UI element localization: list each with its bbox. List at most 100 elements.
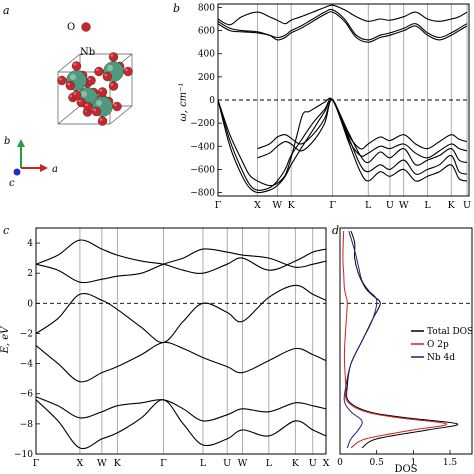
kpoint-label: Γ [329,200,336,211]
y-tick-label: −8 [20,420,34,430]
dispersion-curve [218,11,468,43]
kpoint-label: U [463,200,471,211]
y-tick-label: −200 [190,119,215,129]
y-tick-label: 2 [27,269,33,279]
dispersion-curve [36,399,326,450]
y-tick-label: −400 [190,142,215,152]
oxygen-atom [91,106,102,117]
x-tick-label: 1.5 [443,458,458,468]
kpoint-label: L [365,200,372,211]
panel-a-label: a [3,4,10,17]
oxygen-atom [123,66,133,77]
crystal-model [57,22,133,126]
atom-highlight [96,100,102,106]
kpoint-label: U [309,458,317,469]
kpoint-label: L [200,458,207,469]
oxygen-atom [102,71,113,82]
legend-label: Total DOS [427,327,473,337]
y-tick-label: 400 [198,50,215,60]
atom-highlight [81,91,87,97]
kpoint-label: Γ [160,458,167,469]
dispersion-curve [36,248,326,284]
phonon-y-axis-label: ω, cm⁻¹ [178,83,189,122]
niobium-label: Nb [80,47,95,58]
kpoint-label: W [97,458,107,469]
oxygen-atom [57,75,67,86]
y-tick-label: −800 [190,189,215,199]
axes-triad: b a c [4,136,58,189]
y-tick-label: 0 [27,299,33,309]
oxygen-atom [97,116,108,126]
y-tick-label: 200 [198,73,215,83]
kpoint-label: W [272,200,282,211]
oxygen-atom [71,90,82,100]
atom-highlight [104,73,108,77]
kpoint-label: X [254,200,261,211]
panel-b-label: b [173,2,180,15]
oxygen-atom [94,66,104,77]
phonon-panel: b ω, cm⁻¹ Γ X W K Γ L U W L K U8006004002000−200−4… [173,2,471,211]
dispersion-curve [218,97,468,187]
x-tick-label: 0 [337,458,343,468]
dispersion-curve [257,99,468,159]
x-tick-label: 1 [410,458,416,468]
kpoint-label: U [223,458,231,469]
y-tick-label: −10 [14,450,33,460]
series-group [36,239,326,450]
dispersion-curve [218,98,468,194]
y-tick-label: 4 [27,239,33,249]
y-tick-label: −6 [20,390,34,400]
unit-cell-edge [57,105,81,125]
kpoint-label: X [323,458,330,469]
oxygen-atom [97,87,108,97]
atom-highlight [78,99,82,103]
axis-a-arrowhead [40,164,48,172]
plot-frame [35,227,327,455]
y-tick-label: 600 [198,27,215,37]
dispersion-curve [36,396,326,422]
dispersion-curve [257,99,468,150]
legend-label: Nb 4d [427,353,455,363]
kpoint-label: Γ [215,200,222,211]
atom-highlight [96,68,99,72]
y-tick-label: −2 [20,329,33,339]
kpoint-label: W [399,200,409,211]
oxygen-atom [86,75,96,86]
axis-a-label: a [52,164,58,175]
oxygen-atom [108,81,119,91]
kpoint-label: K [114,458,122,469]
dos-curve [343,230,378,449]
x-tick-label: 0.5 [370,458,385,468]
oxygen-atom [112,101,122,112]
series-group [218,4,468,194]
y-tick-label: −600 [190,165,215,175]
oxygen-atom [81,22,91,32]
kpoint-label: K [288,200,296,211]
dos-curve [342,230,447,449]
dispersion-curve [218,8,468,41]
dispersion-curve [218,98,468,191]
unit-cell-edge [57,53,81,73]
kpoint-label: L [424,200,431,211]
atom-highlight [59,77,62,81]
axis-c-dot [13,168,21,176]
kpoint-label: X [77,458,84,469]
y-tick-label: 800 [198,3,215,13]
atom-highlight [107,65,113,71]
atom-highlight [125,68,128,72]
dos-plot: 0 0.5 1 1.5 [337,227,473,468]
atom-highlight [114,103,117,107]
unit-cell-edge [109,105,133,125]
axis-c-label: c [9,178,15,189]
atom-highlight [73,92,77,95]
atom-highlight [67,82,71,86]
dos-panel: d 0 0.5 1 1.5 DOS Total DOS O 2p Nb 4d [332,224,473,474]
atom-highlight [70,74,76,80]
atom-highlight [110,54,114,57]
dispersion-curve [36,341,326,383]
dispersion-curve [36,239,326,274]
dos-x-axis-label: DOS [394,464,417,474]
atom-highlight [93,108,97,112]
axis-b-label: b [4,136,10,147]
